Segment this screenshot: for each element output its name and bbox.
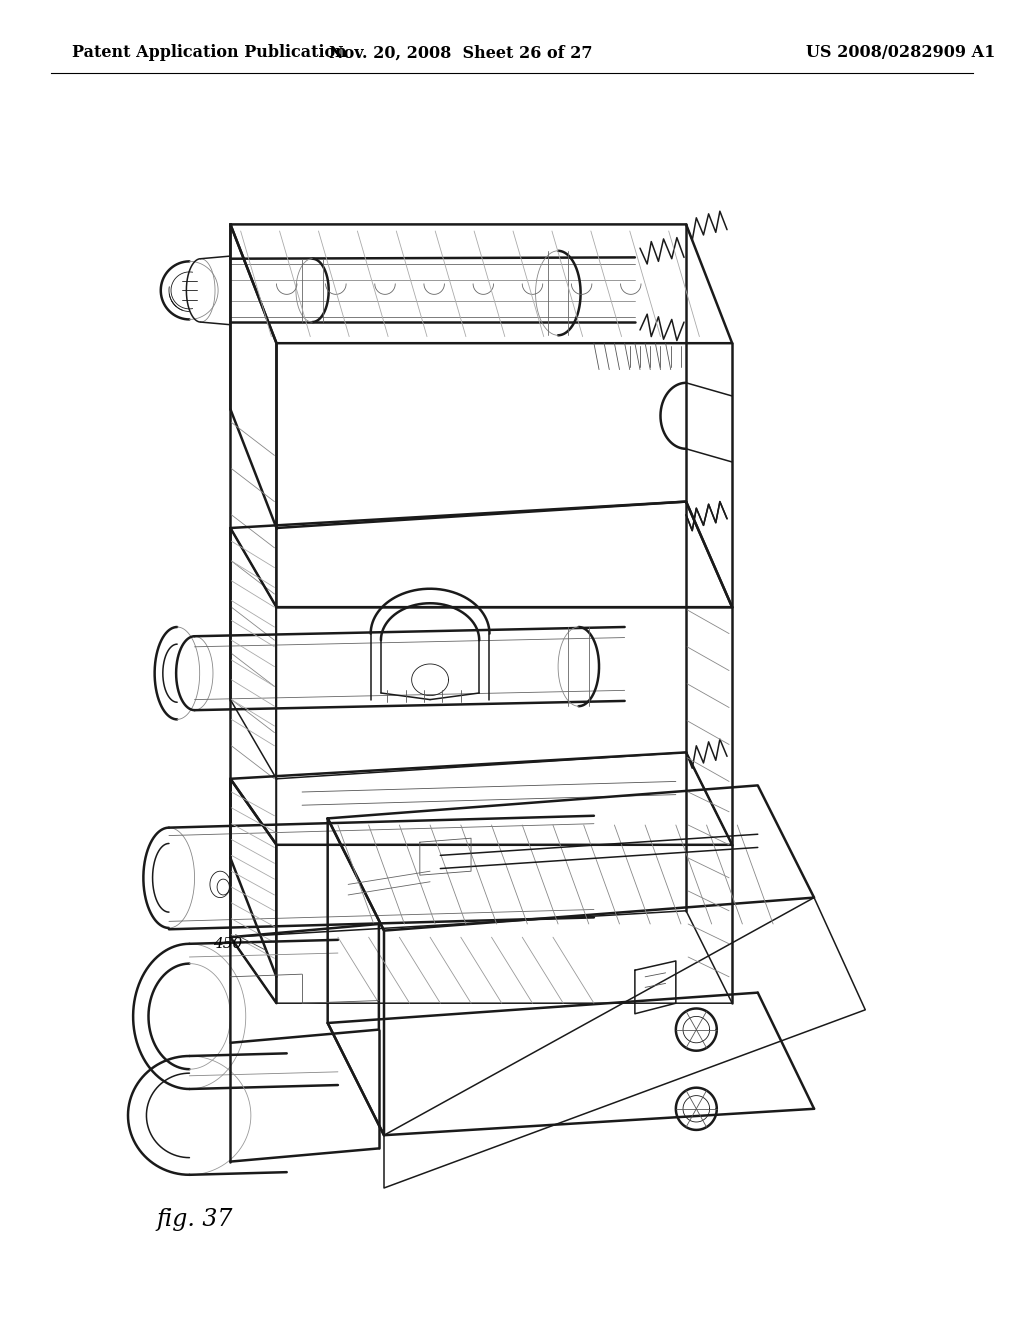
Text: 450: 450	[213, 937, 242, 950]
Text: Nov. 20, 2008  Sheet 26 of 27: Nov. 20, 2008 Sheet 26 of 27	[329, 45, 593, 61]
Text: US 2008/0282909 A1: US 2008/0282909 A1	[807, 45, 995, 61]
Text: Patent Application Publication: Patent Application Publication	[72, 45, 346, 61]
Text: fig. 37: fig. 37	[157, 1208, 232, 1232]
